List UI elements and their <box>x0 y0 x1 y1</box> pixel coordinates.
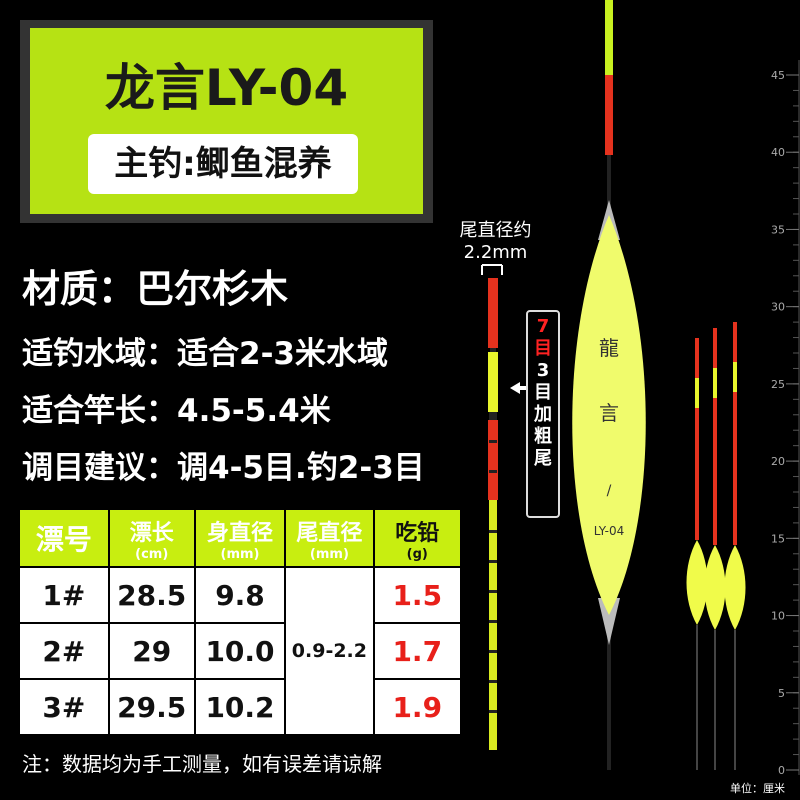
mini-float <box>733 362 737 392</box>
mini-float <box>695 408 699 540</box>
side-char: 加 <box>534 404 552 425</box>
header-name: 吃铅 <box>395 520 440 546</box>
tail-callout: 尾直径约 2.2mm <box>448 216 543 263</box>
mini-float <box>704 545 726 630</box>
header-frame: 龙言LY-04 主钓:鲫鱼混养 <box>20 20 433 223</box>
mini-float <box>733 322 737 362</box>
float-text: / <box>607 483 612 499</box>
ruler-label: 35 <box>771 223 785 236</box>
header-name: 尾直径 <box>296 520 363 546</box>
mini-float <box>696 625 698 770</box>
float-text: 龍 <box>599 336 619 360</box>
side-red: 7目 <box>534 316 552 359</box>
cell: 1.7 <box>372 622 463 680</box>
header-unit: (g) <box>406 546 428 562</box>
row: 3# 29.5 10.2 1.9 <box>18 678 463 736</box>
ruler-unit: 单位：厘米 <box>730 782 785 795</box>
side-char: 粗 <box>534 426 552 447</box>
cell: 10.0 <box>193 622 287 680</box>
row: 1# 28.5 9.8 0.9-2.2 1.5 <box>18 566 463 736</box>
cell: 29.5 <box>107 678 196 736</box>
cell: 3# <box>18 678 110 736</box>
float-text: 言 <box>599 401 619 425</box>
ruler-label: 15 <box>771 532 785 545</box>
title: 龙言LY-04 <box>104 59 349 117</box>
header-cell: 漂长 (cm) <box>107 508 196 568</box>
ruler-label: 25 <box>771 378 785 391</box>
header-name: 漂长 <box>129 520 174 546</box>
side-char: 目 <box>534 382 552 403</box>
ruler-label: 5 <box>778 687 785 700</box>
cell: 9.8 <box>193 566 287 624</box>
callout-text: 尾直径约 <box>459 220 532 241</box>
subtitle: 主钓:鲫鱼混养 <box>88 134 358 194</box>
header-name: 身直径 <box>206 520 273 546</box>
mini-float <box>695 338 699 378</box>
note: 注：数据均为手工测量，如有误差请谅解 <box>22 752 382 776</box>
header-unit: (mm) <box>220 546 260 562</box>
header-name: 漂号 <box>35 523 92 556</box>
float-text: LY-04 <box>594 524 625 538</box>
callout-text: 2.2mm <box>463 242 528 263</box>
cell: 28.5 <box>107 566 196 624</box>
mini-float <box>734 630 736 770</box>
spec: 材质：巴尔杉木 <box>22 267 289 311</box>
header-cell: 吃铅 (g) <box>372 508 463 568</box>
ruler-label: 40 <box>771 146 785 159</box>
header-row: 漂号 漂长 (cm) 身直径 (mm) 尾直径 (mm) 吃铅 (g) <box>18 508 463 568</box>
cell: 10.2 <box>193 678 287 736</box>
spec: 适合竿长：4.5-5.4米 <box>22 393 331 429</box>
spec: 调目建议：调4-5目.钓2-3目 <box>22 450 425 486</box>
mini-float <box>714 630 716 770</box>
header-cell: 尾直径 (mm) <box>284 508 375 568</box>
header-box: 龙言LY-04 主钓:鲫鱼混养 <box>30 28 423 214</box>
ruler-label: 10 <box>771 610 785 623</box>
cell: 29 <box>107 622 196 680</box>
header-unit: (cm) <box>135 546 169 562</box>
mini-float <box>733 392 737 545</box>
ruler-label: 30 <box>771 301 785 314</box>
merged-cell: 0.9-2.2 <box>284 566 375 736</box>
mini-float <box>695 378 699 408</box>
ruler-label: 45 <box>771 69 785 82</box>
header-unit: (mm) <box>309 546 349 562</box>
mini-float <box>724 545 746 630</box>
header-cell: 身直径 (mm) <box>193 508 287 568</box>
spec-table: 漂号 漂长 (cm) 身直径 (mm) 尾直径 (mm) 吃铅 (g) 1# 28.5 9.8 0.9-… <box>18 508 463 736</box>
spec: 适钓水域：适合2-3米水域 <box>22 336 389 372</box>
mini-float <box>686 540 708 625</box>
cell: 2# <box>18 622 110 680</box>
header-cell: 漂号 <box>18 508 110 568</box>
row: 2# 29 10.0 1.7 <box>18 622 463 680</box>
side-char: 尾 <box>534 448 552 469</box>
mini-float <box>713 368 717 398</box>
ruler-label: 0 <box>778 764 785 777</box>
ruler-label: 20 <box>771 455 785 468</box>
side-char: 3 <box>536 360 550 381</box>
mini-float <box>713 328 717 368</box>
mini-float <box>713 398 717 545</box>
cell: 1.9 <box>372 678 463 736</box>
cell: 1# <box>18 566 110 624</box>
cell: 1.5 <box>372 566 463 624</box>
